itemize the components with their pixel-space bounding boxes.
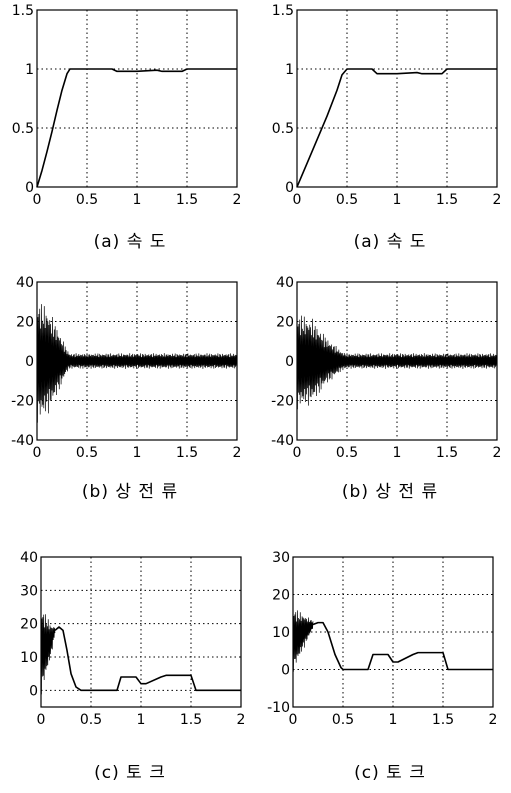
chart-current-left: 0 0.5 1 1.5 2 -40 -20 0 20 40 (b) 상 전 류 [11,275,241,502]
x-tick-label: 1 [389,712,398,728]
x-tick-label: 0 [33,445,42,461]
x-tick-label: 2 [233,192,242,208]
y-tick-label: 0 [25,354,34,370]
y-tick-label: 40 [276,275,294,291]
y-tick-label: 30 [272,550,290,566]
y-tick-label: 0.5 [12,121,34,137]
y-tick-label: 0 [285,354,294,370]
series-oscillation [292,610,314,672]
x-tick-label: 2 [233,445,242,461]
y-tick-label: 1.5 [12,3,34,19]
x-tick-label: 0.5 [76,192,98,208]
chart-caption: (a) 속 도 [94,232,167,252]
plot-frame [36,281,238,441]
x-tick-label: 0 [289,712,298,728]
x-tick-label: 1.5 [176,192,198,208]
x-tick-label: 0 [293,445,302,461]
x-tick-label: 1.5 [436,192,458,208]
y-tick-label: 40 [20,550,38,566]
x-tick-label: 1 [393,445,402,461]
y-tick-label: -40 [11,433,34,449]
x-tick-label: 0 [37,712,46,728]
chart-caption: (a) 속 도 [354,232,427,252]
y-tick-label: -20 [11,394,34,410]
chart-caption: (b) 상 전 류 [82,482,178,502]
series-line [296,68,497,188]
y-tick-label: 30 [20,583,38,599]
y-tick-label: 20 [276,315,294,331]
x-tick-label: 0 [293,192,302,208]
y-tick-label: -20 [271,394,294,410]
x-tick-label: 2 [493,445,502,461]
y-tick-label: 0 [285,180,294,196]
y-tick-label: 40 [16,275,34,291]
chart-current-right: 0 0.5 1 1.5 2 -40 -20 0 20 40 (b) 상 전 류 [271,275,501,502]
x-tick-label: 2 [493,192,502,208]
x-tick-label: 0.5 [80,712,102,728]
x-tick-label: 0.5 [332,712,354,728]
y-tick-label: 20 [272,588,290,604]
x-tick-label: 0 [33,192,42,208]
chart-speed-left: 0 0.5 1 1.5 2 0 0.5 1 1.5 (a) 속 도 [12,3,242,252]
y-tick-label: 10 [272,625,290,641]
y-tick-label: 20 [16,315,34,331]
series-line [36,68,237,188]
x-tick-label: 1 [133,192,142,208]
series-line [312,621,493,671]
plot-frame [40,556,242,708]
x-tick-label: 1 [133,445,142,461]
y-tick-label: 1 [25,62,34,78]
x-tick-label: 1 [137,712,146,728]
series-oscillation [296,315,498,410]
plot-frame [296,9,498,188]
y-tick-label: -10 [267,700,290,716]
y-tick-label: 1.5 [272,3,294,19]
chart-caption: (c) 토 크 [94,763,166,783]
series-oscillation [40,614,56,695]
x-tick-label: 1.5 [432,712,454,728]
x-tick-label: 1.5 [180,712,202,728]
chart-speed-right: 0 0.5 1 1.5 2 0 0.5 1 1.5 (a) 속 도 [272,3,502,252]
plot-frame [292,556,494,708]
x-tick-label: 0.5 [336,445,358,461]
x-tick-label: 1.5 [436,445,458,461]
y-tick-label: 0 [281,663,290,679]
y-tick-label: 20 [20,617,38,633]
x-tick-label: 0.5 [336,192,358,208]
chart-caption: (b) 상 전 류 [342,482,438,502]
y-tick-label: 0 [25,180,34,196]
x-tick-label: 1 [393,192,402,208]
series-line [54,626,241,692]
y-tick-label: -40 [271,433,294,449]
x-tick-label: 2 [489,712,498,728]
x-tick-label: 2 [237,712,246,728]
y-tick-label: 1 [285,62,294,78]
y-tick-label: 0.5 [272,121,294,137]
series-oscillation [36,304,238,423]
y-tick-label: 10 [20,650,38,666]
plot-frame [36,9,238,188]
y-tick-label: 0 [29,683,38,699]
chart-caption: (c) 토 크 [354,763,426,783]
plot-frame [296,281,498,441]
x-tick-label: 0.5 [76,445,98,461]
x-tick-label: 1.5 [176,445,198,461]
